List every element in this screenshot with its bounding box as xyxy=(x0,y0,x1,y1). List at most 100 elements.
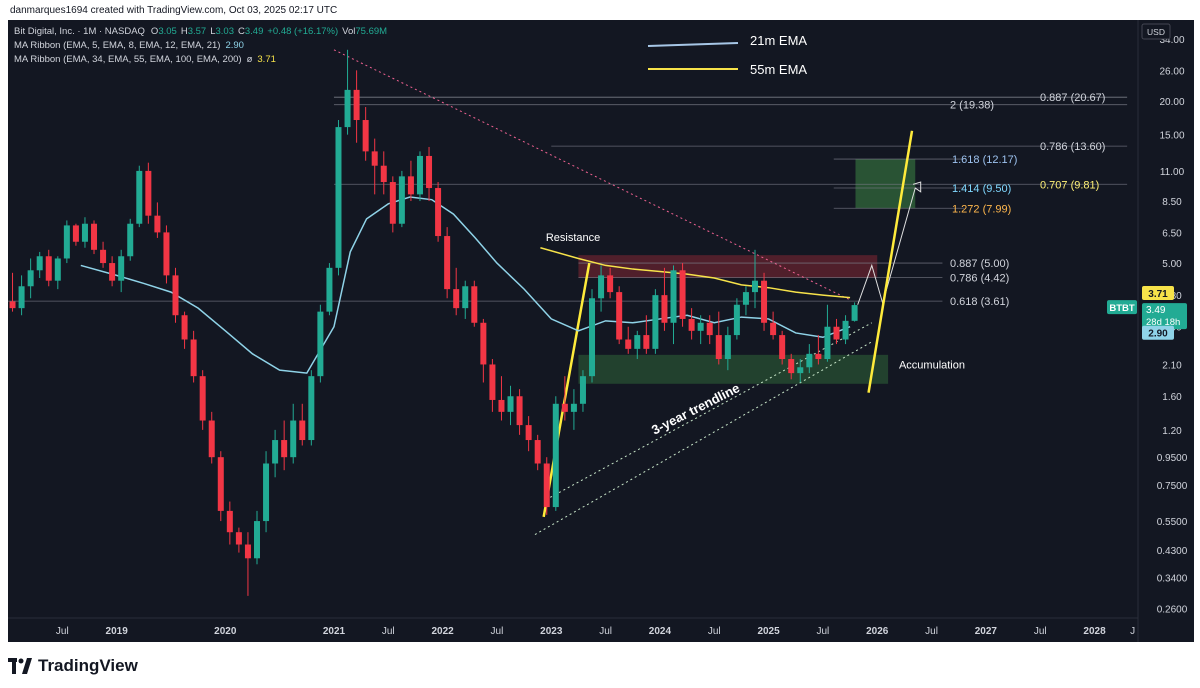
y-tick-label: 5.00 xyxy=(1162,259,1182,270)
candle xyxy=(815,335,822,365)
candle xyxy=(770,311,777,340)
candle-body xyxy=(253,521,260,559)
candle xyxy=(308,370,315,446)
candle-body xyxy=(679,270,686,319)
candle xyxy=(244,532,251,596)
candle xyxy=(543,457,550,515)
x-tick-label: Jul xyxy=(56,626,69,637)
candle xyxy=(398,170,405,228)
candle-body xyxy=(842,320,849,340)
accumulation-zone xyxy=(578,354,889,384)
candle-body xyxy=(498,399,505,412)
candle xyxy=(634,330,641,360)
candle-body xyxy=(670,270,677,323)
candle xyxy=(416,151,423,202)
candle xyxy=(335,120,342,276)
candle-body xyxy=(136,170,143,224)
candle xyxy=(172,267,179,323)
candle xyxy=(100,241,107,268)
candle-body xyxy=(715,335,722,360)
candle-body xyxy=(824,326,831,360)
candle-body xyxy=(54,258,61,281)
candle xyxy=(589,289,596,383)
candle-body xyxy=(561,403,568,412)
candle-body xyxy=(525,425,532,441)
candle-body xyxy=(217,457,224,511)
legend-21m-line xyxy=(647,42,739,47)
candle xyxy=(779,330,786,365)
y-tick-label: 6.50 xyxy=(1162,228,1182,239)
candle xyxy=(91,220,98,255)
resistance-zone xyxy=(578,255,878,279)
candle-body xyxy=(299,420,306,441)
candle-body xyxy=(462,286,469,309)
candle-body xyxy=(371,151,378,166)
ticker-badge: BTBT xyxy=(1109,303,1135,314)
candle xyxy=(453,267,460,316)
candle xyxy=(598,265,605,312)
candle-body xyxy=(199,376,206,421)
candle xyxy=(217,451,224,522)
x-tick-label: Jul xyxy=(925,626,938,637)
candle-body xyxy=(489,364,496,400)
candle xyxy=(751,249,758,309)
ribbon1-label: MA Ribbon (EMA, 5, EMA, 8, EMA, 12, EMA,… xyxy=(14,40,220,51)
candle-body xyxy=(290,420,297,458)
candle xyxy=(281,420,288,471)
candle xyxy=(643,315,650,354)
candle xyxy=(389,176,396,233)
candle-body xyxy=(643,335,650,349)
candle xyxy=(561,376,568,421)
candle xyxy=(253,510,260,565)
candle-body xyxy=(761,280,768,323)
candle-body xyxy=(788,359,795,374)
candle xyxy=(625,326,632,354)
x-tick-label: 2023 xyxy=(540,626,563,637)
x-tick-label: 2019 xyxy=(106,626,129,637)
x-tick-label: Jul xyxy=(599,626,612,637)
candle-body xyxy=(380,165,387,183)
tradingview-wordmark: TradingView xyxy=(38,656,138,675)
candle xyxy=(226,501,233,545)
ema21-badge: 2.90 xyxy=(1148,329,1168,340)
candle-body xyxy=(244,544,251,559)
candle-body xyxy=(127,223,134,257)
candle xyxy=(45,249,52,287)
candle-body xyxy=(272,440,279,464)
candle xyxy=(208,411,215,464)
ticker-badge-box xyxy=(1107,300,1137,315)
price-badge-box xyxy=(1142,303,1187,330)
candle xyxy=(670,265,677,345)
candle xyxy=(36,251,43,279)
candle xyxy=(181,311,188,349)
candle xyxy=(706,315,713,345)
change-value: +0.48 (+16.17%) xyxy=(267,26,338,37)
currency-box[interactable] xyxy=(1141,23,1171,40)
close-value: 3.49 xyxy=(245,26,264,37)
candle xyxy=(426,146,433,202)
descending-resistance-line xyxy=(333,49,851,301)
candle-body xyxy=(36,256,43,271)
candle-body xyxy=(543,463,550,508)
candle-body xyxy=(733,304,740,336)
candle-body xyxy=(398,176,405,224)
candle xyxy=(489,359,496,412)
candle-body xyxy=(598,275,605,299)
projection-path xyxy=(857,181,922,305)
x-tick-label: Jul xyxy=(817,626,830,637)
candle-body xyxy=(688,318,695,331)
candle xyxy=(380,151,387,195)
candle xyxy=(63,220,70,264)
candle-body xyxy=(706,322,713,336)
credit-text: danmarques1694 created with TradingView.… xyxy=(10,5,337,16)
candle xyxy=(570,389,577,430)
fib-label-0887-low: 0.887 (5.00) xyxy=(950,258,1009,270)
ribbon1-info: MA Ribbon (EMA, 5, EMA, 8, EMA, 12, EMA,… xyxy=(14,40,244,51)
x-tick-label: 2025 xyxy=(757,626,780,637)
candle xyxy=(407,160,414,202)
candle-body xyxy=(263,463,270,522)
trendline-upper xyxy=(545,322,873,501)
y-tick-label: 11.00 xyxy=(1160,167,1185,178)
legend-55m-label: 55m EMA xyxy=(750,62,807,77)
